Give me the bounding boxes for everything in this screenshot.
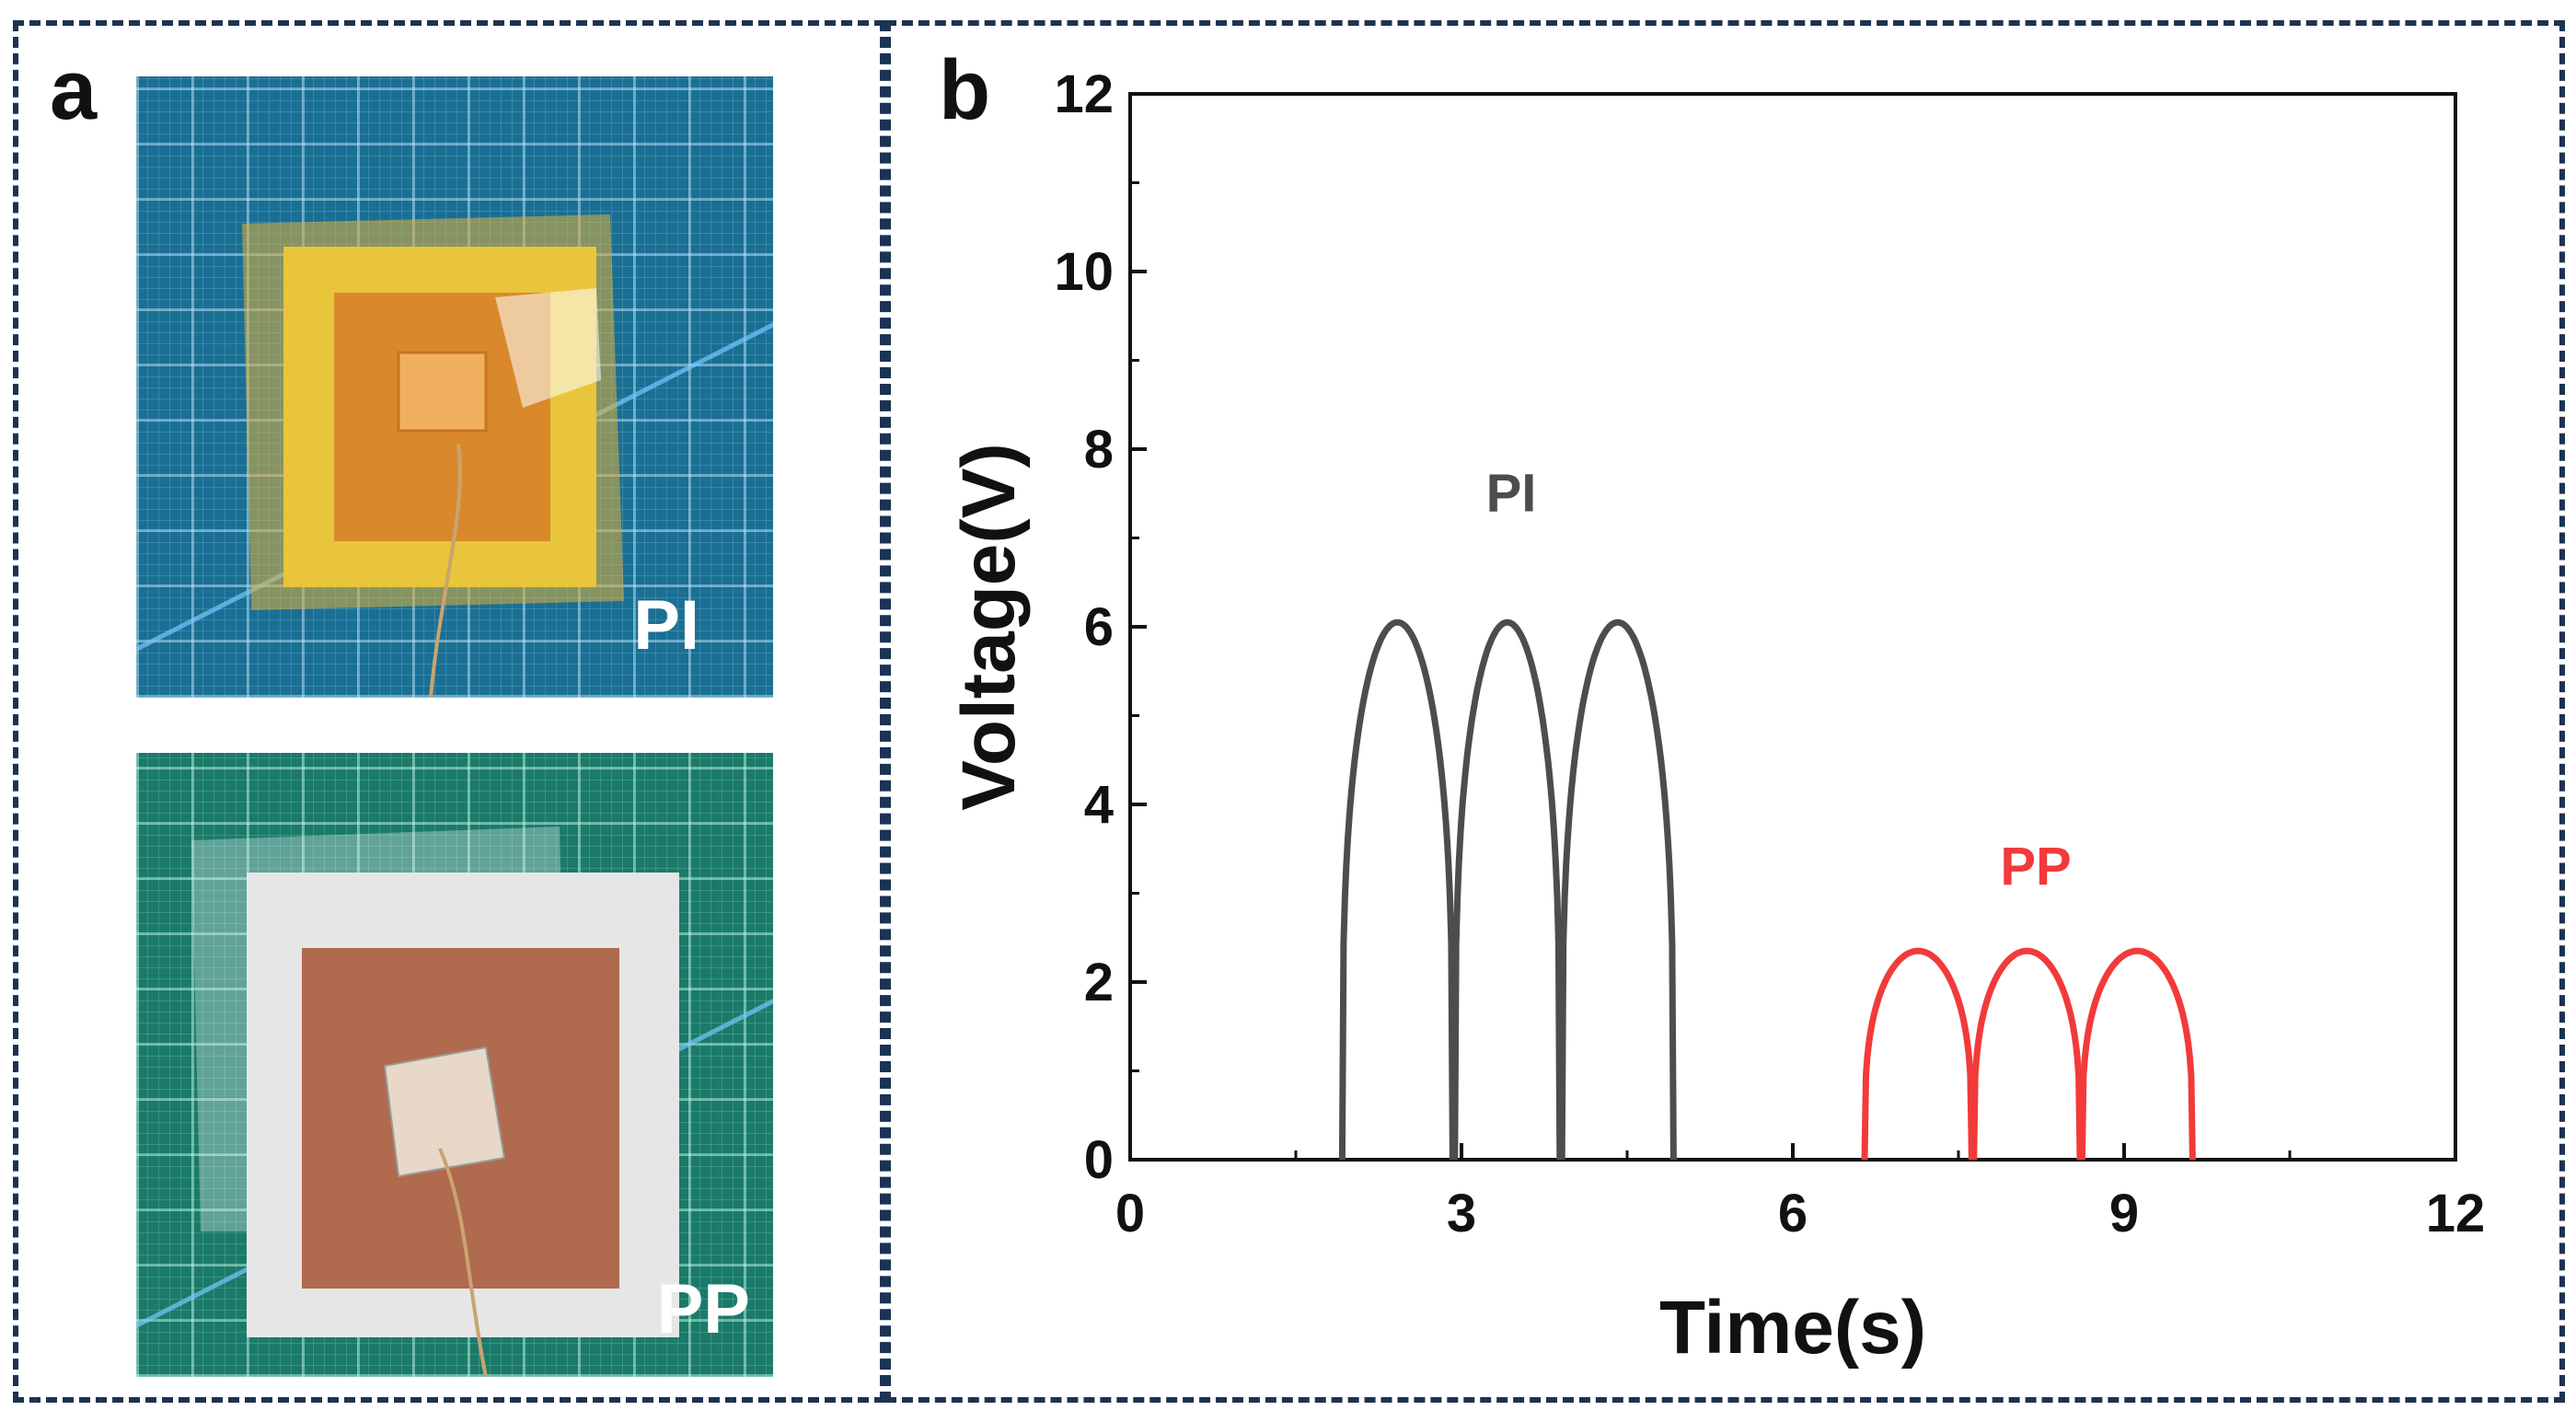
pp-wire [438,1148,488,1377]
series-annotation-pp: PP [2000,837,2071,896]
series-pi-pulse-1 [1338,619,1456,1161]
series-pi-pulse-2 [1451,619,1564,1161]
x-tick-label: 12 [2426,1184,2486,1243]
axis-ticks: 0 3 6 9 12 0 2 4 6 8 10 12 [1054,64,2485,1243]
y-tick-label: 4 [1084,775,1114,835]
y-axis-label: Voltage(V) [947,443,1031,810]
panel-a: a PI PP [13,20,885,1403]
x-axis-label: Time(s) [1659,1286,1926,1370]
pp-device-illustration [191,827,679,1377]
pp-photo-label: PP [656,1270,750,1348]
pi-wire [429,444,462,698]
x-tick-label: 3 [1447,1184,1476,1243]
pi-glare [495,288,601,408]
y-tick-label: 6 [1084,597,1114,657]
y-tick-label: 10 [1054,242,1114,302]
y-tick-label: 8 [1084,420,1114,480]
series-pp-pulse-1 [1861,947,1975,1161]
panel-b: b [885,20,2565,1403]
panel-a-letter: a [50,43,98,137]
panel-b-letter: b [939,43,991,137]
y-tick-label: 12 [1054,64,1114,124]
pi-photo-label: PI [633,586,699,665]
series-pp-pulse-3 [2078,947,2196,1161]
series-pi-pulse-3 [1558,619,1677,1161]
plot-frame [1128,92,2457,1162]
pp-top-electrode [383,1046,506,1178]
photo-pi-device: PI [136,76,773,698]
y-tick-label: 0 [1084,1130,1114,1190]
photo-pp-device: PP [136,753,773,1377]
x-tick-label: 6 [1778,1184,1808,1243]
series-annotation-pi: PI [1486,464,1537,524]
x-tick-label: 0 [1115,1184,1145,1243]
series-pp-pulse-2 [1970,947,2084,1161]
y-tick-label: 2 [1084,953,1114,1012]
axes-box [1128,92,2457,1162]
pi-device-illustration [242,214,624,698]
x-tick-label: 9 [2109,1184,2139,1243]
pi-top-electrode [397,351,488,433]
series-layer [1338,619,2196,1161]
